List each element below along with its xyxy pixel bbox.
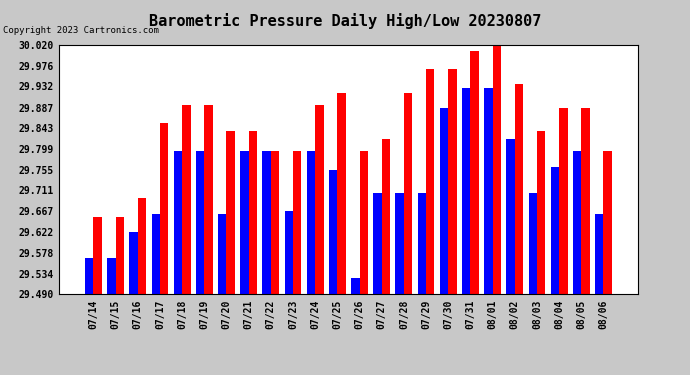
Bar xyxy=(581,108,590,294)
Bar xyxy=(351,278,359,294)
Bar xyxy=(382,139,390,294)
Bar xyxy=(204,105,213,294)
Bar xyxy=(107,258,116,294)
Bar xyxy=(448,69,457,294)
Bar xyxy=(595,214,604,294)
Bar xyxy=(506,139,515,294)
Bar xyxy=(196,151,204,294)
Bar xyxy=(462,88,471,294)
Bar xyxy=(85,258,93,294)
Text: Copyright 2023 Cartronics.com: Copyright 2023 Cartronics.com xyxy=(3,26,159,35)
Bar xyxy=(160,123,168,294)
Bar xyxy=(404,93,413,294)
Bar xyxy=(551,167,559,294)
Bar xyxy=(604,151,612,294)
Bar xyxy=(559,108,568,294)
Bar xyxy=(226,130,235,294)
Bar xyxy=(116,217,124,294)
Bar xyxy=(315,105,324,294)
Bar xyxy=(307,151,315,294)
Bar xyxy=(471,51,479,294)
Bar xyxy=(440,108,449,294)
Bar xyxy=(515,84,523,294)
Bar xyxy=(240,151,248,294)
Bar xyxy=(337,93,346,294)
Bar xyxy=(537,130,545,294)
Bar xyxy=(93,217,102,294)
Bar xyxy=(248,130,257,294)
Bar xyxy=(484,88,493,294)
Bar xyxy=(426,69,435,294)
Bar xyxy=(284,211,293,294)
Bar xyxy=(262,151,271,294)
Bar xyxy=(271,151,279,294)
Bar xyxy=(329,170,337,294)
Bar xyxy=(529,193,537,294)
Bar xyxy=(138,198,146,294)
Bar xyxy=(417,193,426,294)
Bar xyxy=(359,151,368,294)
Bar xyxy=(373,193,382,294)
Bar xyxy=(174,151,182,294)
Bar xyxy=(395,193,404,294)
Bar xyxy=(182,105,190,294)
Bar xyxy=(293,151,302,294)
Bar xyxy=(573,151,581,294)
Bar xyxy=(218,214,226,294)
Text: Barometric Pressure Daily High/Low 20230807: Barometric Pressure Daily High/Low 20230… xyxy=(149,13,541,29)
Bar xyxy=(152,214,160,294)
Bar xyxy=(493,46,501,294)
Bar xyxy=(129,232,138,294)
